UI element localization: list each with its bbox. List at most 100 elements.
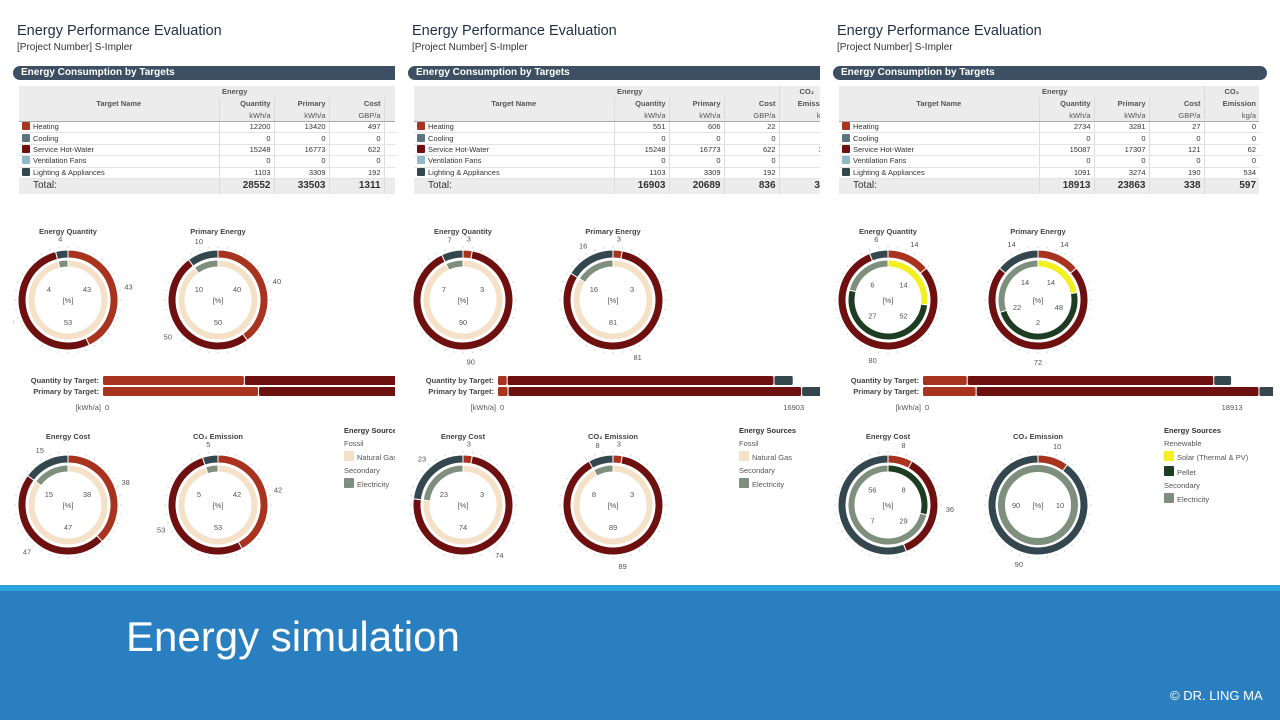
tick-mark [93,253,96,256]
inner-ring-slice [578,259,614,284]
legend-label: Pellet [1177,468,1196,477]
tick-mark [262,530,265,533]
tick-mark [488,344,491,347]
tick-mark [26,470,29,472]
cell: 0 [1093,132,1149,145]
cell: 0 [1203,132,1260,145]
inner-value-label: 48 [1055,303,1063,312]
tick-mark [905,249,907,252]
tick-mark [1055,454,1057,457]
tick-mark [171,272,174,275]
outer-value-label: 74 [495,551,503,560]
tick-mark [905,348,907,351]
legend-label: Natural Gas [752,453,793,462]
table-corner [383,110,395,122]
tick-mark [594,249,596,252]
bar-unit-label: [kWh/a] [76,403,101,412]
cell: 121 [1148,144,1205,157]
tick-mark [26,265,29,267]
cell [383,121,395,134]
primary-energy-chart: Primary Energy [%] 40 50 10 40 50 10 [164,227,281,354]
outer-value-label: 90 [467,358,475,367]
tick-mark [571,265,574,267]
cell: 0 [723,132,780,145]
table-corner [414,110,614,122]
col-primary-header: Primary [273,97,329,110]
tick-mark [480,553,482,556]
tick-mark [571,538,574,540]
tick-mark [652,538,655,540]
cell: 1103 [218,167,274,179]
outer-ring-slice [412,454,464,501]
energy-sources-legend: Energy Sources Fossil Natural Gas Second… [739,426,796,493]
legend-group: Secondary [1164,481,1200,490]
gas-swatch [739,451,749,461]
tick-mark [1063,458,1066,461]
col-quantity-header: Quantity [613,97,669,110]
inner-value-label: 47 [64,523,72,532]
inner-value-label: 6 [870,280,874,289]
cell: 3274 [1093,167,1149,179]
cell: 12200 [218,121,274,134]
tick-mark [33,339,35,342]
tick-mark [502,333,505,335]
percent-label: [%] [458,501,469,510]
row-name: Service Hot-Water [428,144,489,154]
cell: 0 [273,132,329,145]
col-target-header: Target Name [19,97,219,110]
energy-quantity-chart: Energy Quantity [%] 14 80 6 14 52 27 6 [834,227,942,365]
table-corner [414,86,614,97]
target-bar-chart: Quantity by Target: Primary by Target: [kW… [426,376,820,412]
tick-mark [511,317,514,319]
inner-value-label: 3 [480,490,484,499]
total-cell: 18913 [1038,177,1094,194]
quantity-bar-segment [1214,376,1232,385]
tick-mark [243,458,246,461]
inner-ring-slice [422,464,464,502]
tick-mark [33,463,35,466]
tick-mark [488,458,491,461]
tick-mark [1003,544,1005,547]
tick-mark [585,458,588,461]
cell: 0 [668,132,724,145]
hotwater-swatch [417,144,425,153]
lighting-swatch [22,167,30,176]
tick-mark [496,339,498,342]
col-primary-header: Primary [1093,97,1149,110]
cell: 27 [1148,121,1205,134]
inner-ring-slice [57,259,69,269]
tick-mark [480,348,482,351]
chart-title: CO₂ Emission [588,432,638,441]
tick-mark [435,549,438,552]
tick-mark [101,463,103,466]
outer-ring-slice [201,454,219,466]
unit-kwh: kWh/a [218,110,274,122]
pellet-swatch [1164,466,1174,476]
primary-bar-segment [103,387,259,396]
tick-mark [17,317,20,319]
outer-value-label: 8 [901,441,905,450]
cell: 551 [613,121,669,134]
unit-kwh: kWh/a [273,110,329,122]
tick-mark [630,454,632,457]
energy-quantity-chart: Energy Quantity [%] 3 90 7 3 90 7 [409,227,517,367]
outer-ring-slice [868,249,889,262]
total-cell [383,177,395,194]
unit-gbp: GBP/a [723,110,780,122]
cell: 0 [218,132,274,145]
tick-mark [1019,454,1021,457]
tick-mark [846,333,849,335]
tick-mark [171,325,174,328]
tick-mark [913,549,916,552]
tick-mark [49,348,51,351]
tick-mark [243,344,246,347]
tick-mark [251,339,253,342]
primary-bar-segment [976,387,1259,396]
tick-mark [116,486,119,488]
tick-mark [1003,463,1005,466]
tick-mark [421,333,424,335]
tick-mark [585,344,588,347]
outer-value-label: 14 [1007,240,1015,249]
tick-mark [1055,553,1057,556]
